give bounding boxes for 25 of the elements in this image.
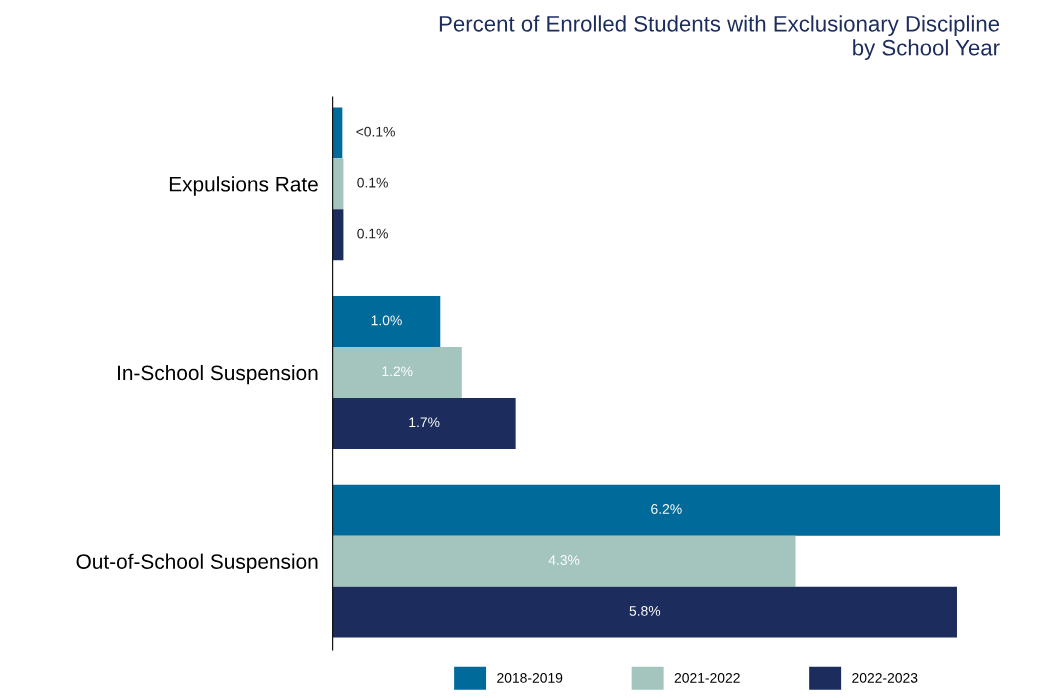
data-label: 1.7% — [409, 417, 440, 428]
data-label: <0.1% — [356, 126, 395, 137]
bar — [332, 535, 796, 587]
bar — [332, 296, 441, 348]
y-tick-label: In-School Suspension — [118, 364, 318, 385]
data-label: 0.1% — [357, 228, 388, 239]
bar — [332, 107, 343, 159]
legend-label: 2018-2019 — [497, 672, 563, 683]
data-label: 0.1% — [357, 177, 388, 188]
data-label: 6.2% — [651, 504, 682, 514]
y-tick-label: Out-of-School Suspension — [76, 553, 318, 574]
chart-title: Percent of Enrolled Students with Exclusionary Discipline by School Year — [439, 15, 1000, 60]
bar — [332, 209, 344, 261]
data-label: 5.8% — [629, 606, 661, 616]
legend-label: 2022-2023 — [852, 672, 918, 683]
bar — [332, 347, 462, 398]
data-label: 4.3% — [548, 555, 580, 565]
bar — [332, 586, 957, 638]
bar — [332, 397, 516, 449]
data-label: 1.2% — [382, 366, 413, 377]
y-tick-label: Expulsions Rate — [169, 176, 318, 196]
legend-label: 2021-2022 — [674, 672, 740, 683]
data-label: 1.0% — [371, 315, 402, 326]
bar — [332, 158, 344, 210]
bar — [332, 484, 1001, 536]
